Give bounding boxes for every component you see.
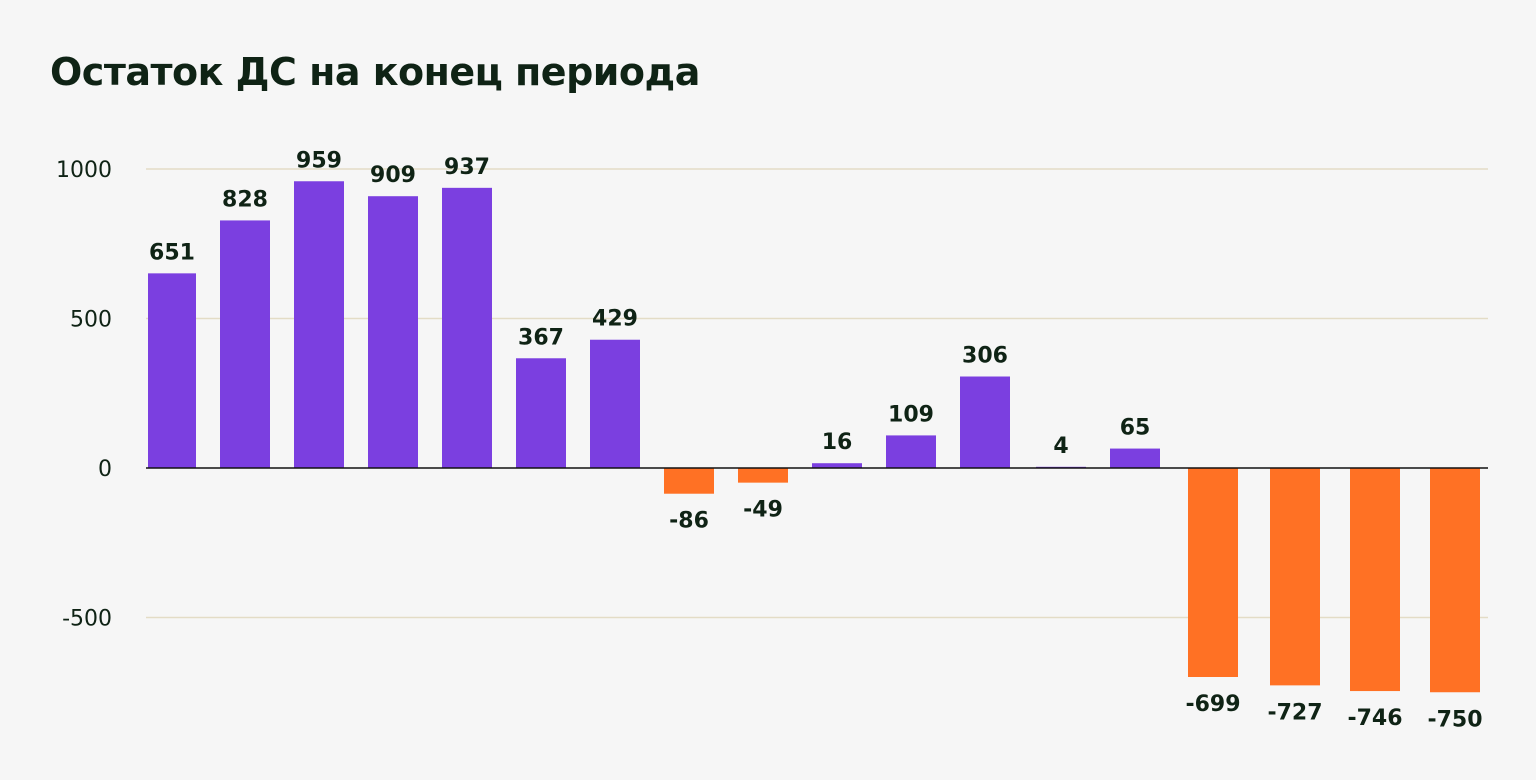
data-label: -49 bbox=[743, 498, 783, 523]
bar bbox=[1110, 448, 1160, 468]
data-label: 306 bbox=[962, 344, 1008, 369]
bar bbox=[886, 435, 936, 468]
data-label: -86 bbox=[669, 509, 709, 534]
data-label: 367 bbox=[518, 325, 564, 350]
data-label: 909 bbox=[370, 163, 416, 188]
bar bbox=[738, 468, 788, 483]
data-label: 109 bbox=[888, 402, 934, 427]
bar bbox=[1430, 468, 1480, 693]
data-label: 828 bbox=[222, 187, 268, 212]
y-tick-label: 0 bbox=[98, 457, 112, 482]
data-label: 959 bbox=[296, 148, 342, 173]
bar bbox=[516, 358, 566, 468]
y-tick-label: 500 bbox=[70, 308, 112, 333]
bar bbox=[368, 196, 418, 469]
data-label: 651 bbox=[149, 240, 195, 265]
bar bbox=[812, 463, 862, 468]
bar bbox=[1350, 468, 1400, 692]
data-label: 16 bbox=[822, 430, 853, 455]
data-label: -699 bbox=[1185, 692, 1240, 717]
bar bbox=[1270, 468, 1320, 686]
data-label: 4 bbox=[1053, 434, 1068, 459]
bar bbox=[590, 339, 640, 468]
y-tick-label: 1000 bbox=[56, 158, 112, 183]
chart-title: Остаток ДС на конец периода bbox=[50, 50, 700, 94]
bar bbox=[220, 220, 270, 468]
bar bbox=[1188, 468, 1238, 678]
data-label: -727 bbox=[1267, 700, 1322, 725]
data-label: -746 bbox=[1347, 706, 1402, 731]
y-tick-label: -500 bbox=[62, 607, 112, 632]
data-label: 429 bbox=[592, 307, 638, 332]
bar bbox=[442, 187, 492, 468]
bar bbox=[960, 376, 1010, 468]
data-label: 937 bbox=[444, 155, 490, 180]
data-label: -750 bbox=[1427, 707, 1482, 732]
bar bbox=[294, 181, 344, 468]
bar bbox=[148, 273, 196, 468]
bar bbox=[664, 468, 714, 494]
data-label: 65 bbox=[1120, 416, 1151, 441]
